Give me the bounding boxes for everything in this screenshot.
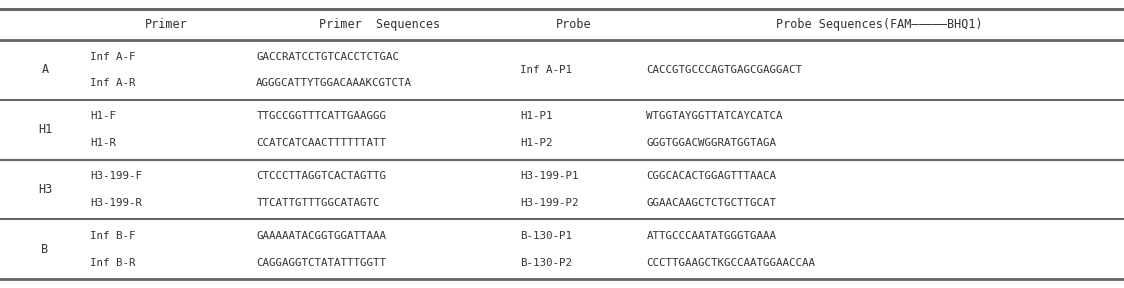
Text: Primer  Sequences: Primer Sequences — [319, 18, 439, 31]
Text: Probe Sequences(FAM―――――BHQ1): Probe Sequences(FAM―――――BHQ1) — [777, 18, 982, 31]
Text: CCCTTGAAGCTKGCCAATGGAACCAA: CCCTTGAAGCTKGCCAATGGAACCAA — [646, 257, 815, 268]
Text: GGAACAAGCTCTGCTTGCAT: GGAACAAGCTCTGCTTGCAT — [646, 198, 777, 208]
Text: H3-199-P2: H3-199-P2 — [520, 198, 579, 208]
Text: Inf B-F: Inf B-F — [90, 231, 135, 241]
Text: Inf A-P1: Inf A-P1 — [520, 65, 572, 75]
Text: GAAAAATACGGTGGATTAAA: GAAAAATACGGTGGATTAAA — [256, 231, 387, 241]
Text: AGGGCATTYTGGACAAAKCGTCTA: AGGGCATTYTGGACAAAKCGTCTA — [256, 78, 413, 88]
Text: H3-199-F: H3-199-F — [90, 171, 142, 181]
Text: ATTGCCCAATATGGGTGAAA: ATTGCCCAATATGGGTGAAA — [646, 231, 777, 241]
Text: TTCATTGTTTGGCATAGTC: TTCATTGTTTGGCATAGTC — [256, 198, 380, 208]
Text: A: A — [42, 63, 48, 76]
Text: CAGGAGGTCTATATTTGGTT: CAGGAGGTCTATATTTGGTT — [256, 257, 387, 268]
Text: B: B — [42, 243, 48, 256]
Text: H1-P2: H1-P2 — [520, 138, 553, 148]
Text: TTGCCGGTTTCATTGAAGGG: TTGCCGGTTTCATTGAAGGG — [256, 111, 387, 122]
Text: WTGGTAYGGTTATCAYCATCA: WTGGTAYGGTTATCAYCATCA — [646, 111, 782, 122]
Text: CTCCCTTAGGTCACTAGTTG: CTCCCTTAGGTCACTAGTTG — [256, 171, 387, 181]
Text: H1-P1: H1-P1 — [520, 111, 553, 122]
Text: Probe: Probe — [555, 18, 591, 31]
Text: H1-F: H1-F — [90, 111, 116, 122]
Text: CGGCACACTGGAGTTTAACA: CGGCACACTGGAGTTTAACA — [646, 171, 777, 181]
Text: B-130-P2: B-130-P2 — [520, 257, 572, 268]
Text: H1: H1 — [38, 123, 52, 136]
Text: CCATCATCAACTTTTTTATT: CCATCATCAACTTTTTTATT — [256, 138, 387, 148]
Text: H1-R: H1-R — [90, 138, 116, 148]
Text: H3-199-R: H3-199-R — [90, 198, 142, 208]
Text: GACCRATCCTGTCACCTCTGAC: GACCRATCCTGTCACCTCTGAC — [256, 52, 399, 62]
Text: GGGTGGACWGGRATGGTAGA: GGGTGGACWGGRATGGTAGA — [646, 138, 777, 148]
Text: Inf A-R: Inf A-R — [90, 78, 135, 88]
Text: H3-199-P1: H3-199-P1 — [520, 171, 579, 181]
Text: B-130-P1: B-130-P1 — [520, 231, 572, 241]
Text: CACCGTGCCCAGTGAGCGAGGACT: CACCGTGCCCAGTGAGCGAGGACT — [646, 65, 803, 75]
Text: Inf A-F: Inf A-F — [90, 52, 135, 62]
Text: Primer: Primer — [144, 18, 188, 31]
Text: H3: H3 — [38, 183, 52, 196]
Text: Inf B-R: Inf B-R — [90, 257, 135, 268]
